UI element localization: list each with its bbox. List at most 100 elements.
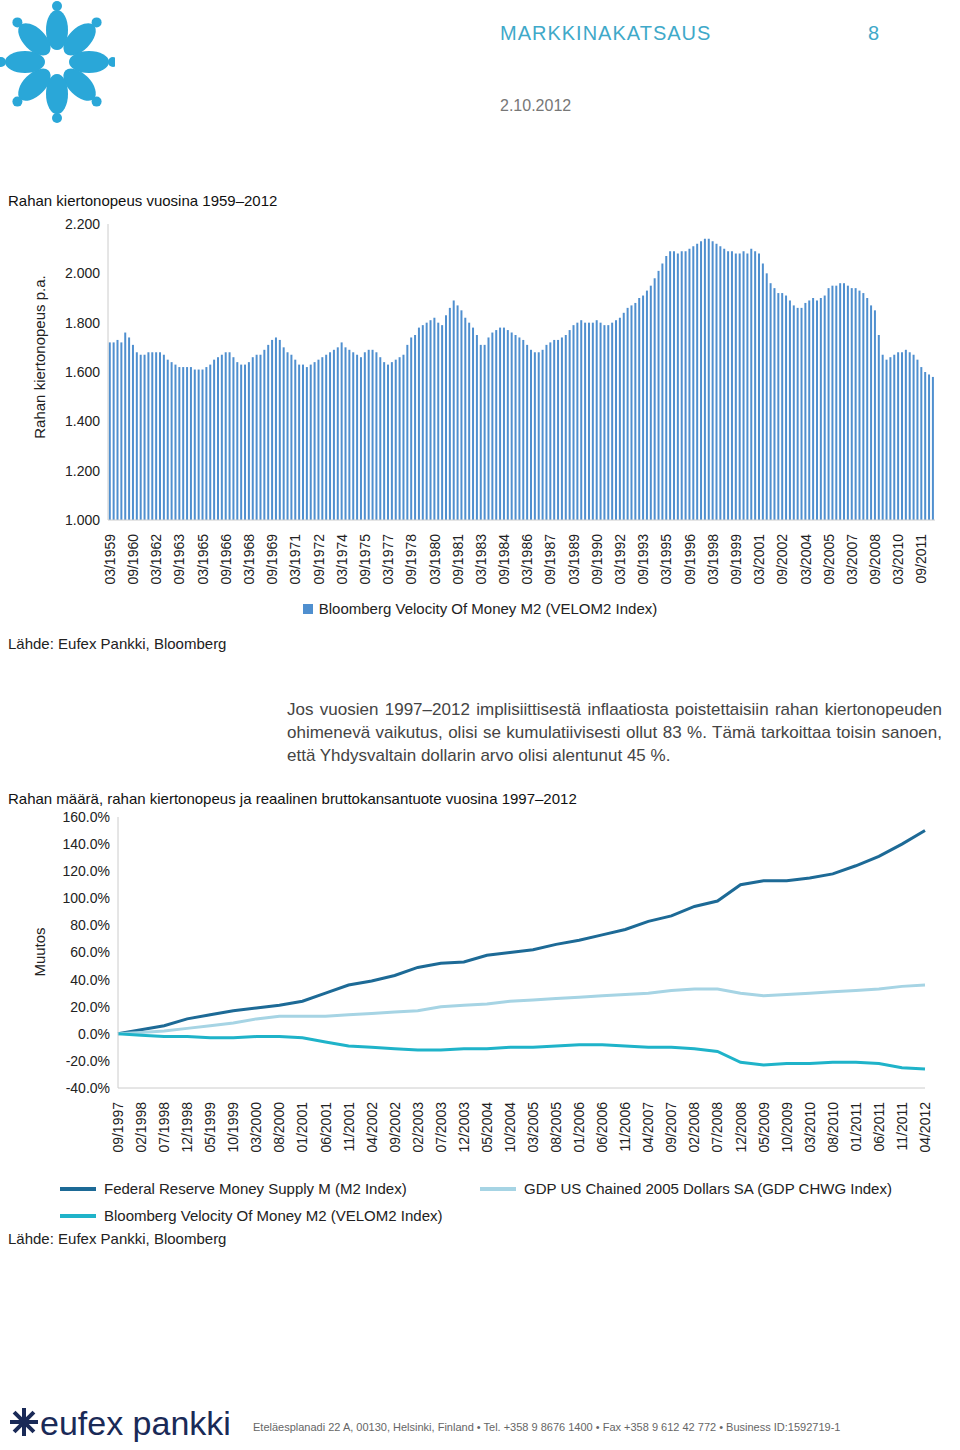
svg-text:07/2003: 07/2003 [433,1102,449,1153]
svg-text:-40.0%: -40.0% [66,1080,110,1096]
svg-text:03/2001: 03/2001 [751,534,767,585]
svg-text:09/1999: 09/1999 [728,534,744,585]
svg-text:11/2011: 11/2011 [894,1102,910,1151]
svg-text:10/2009: 10/2009 [779,1102,795,1153]
svg-text:03/1995: 03/1995 [658,534,674,585]
svg-text:11/2001: 11/2001 [341,1102,357,1152]
svg-text:06/2001: 06/2001 [318,1102,334,1153]
svg-text:1.800: 1.800 [65,315,100,331]
svg-text:160.0%: 160.0% [63,809,110,825]
svg-text:120.0%: 120.0% [63,863,110,879]
svg-text:1.200: 1.200 [65,463,100,479]
svg-text:09/1978: 09/1978 [403,534,419,585]
svg-text:1.600: 1.600 [65,364,100,380]
svg-text:09/2002: 09/2002 [774,534,790,585]
svg-text:03/1998: 03/1998 [705,534,721,585]
svg-text:09/1993: 09/1993 [635,534,651,585]
svg-text:-20.0%: -20.0% [66,1053,110,1069]
svg-text:11/2006: 11/2006 [617,1102,633,1152]
html-text:Bloomberg Velocity Of Money M2: Bloomberg Velocity Of Money M2 (VELOM2 I… [318,600,658,617]
svg-text:09/1969: 09/1969 [264,534,280,585]
svg-text:02/2003: 02/2003 [410,1102,426,1153]
svg-text:1.000: 1.000 [65,512,100,528]
svg-text:06/2011: 06/2011 [871,1102,887,1152]
svg-text:80.0%: 80.0% [70,917,110,933]
svg-text:03/1989: 03/1989 [566,534,582,585]
svg-text:04/2007: 04/2007 [640,1102,656,1153]
svg-text:09/1960: 09/1960 [125,534,141,585]
html-text:Lähde: Eufex Pankki, Bloomberg: Lähde: Eufex Pankki, Bloomberg [8,635,227,652]
svg-text:40.0%: 40.0% [70,972,110,988]
svg-text:04/2002: 04/2002 [364,1102,380,1153]
svg-text:03/2000: 03/2000 [248,1102,264,1153]
svg-text:09/1990: 09/1990 [589,534,605,585]
svg-text:60.0%: 60.0% [70,944,110,960]
html-text:Jos vuosien 1997–2012 implisii: Jos vuosien 1997–2012 implisiittisestä i… [287,700,942,765]
svg-text:03/1965: 03/1965 [195,534,211,585]
svg-text:03/1968: 03/1968 [241,534,257,585]
svg-text:12/2003: 12/2003 [456,1102,472,1153]
svg-text:09/2007: 09/2007 [663,1102,679,1153]
svg-text:05/1999: 05/1999 [202,1102,218,1153]
svg-text:08/2000: 08/2000 [271,1102,287,1153]
svg-text:2.000: 2.000 [65,265,100,281]
svg-text:10/1999: 10/1999 [225,1102,241,1153]
svg-text:10/2004: 10/2004 [502,1102,518,1153]
svg-text:09/1987: 09/1987 [542,534,558,585]
svg-text:09/1981: 09/1981 [450,534,466,585]
html-text:Muutos: Muutos [31,927,48,977]
svg-text:03/1992: 03/1992 [612,534,628,585]
svg-text:01/2006: 01/2006 [571,1102,587,1153]
svg-text:03/2010: 03/2010 [802,1102,818,1153]
svg-text:09/2008: 09/2008 [867,534,883,585]
svg-text:100.0%: 100.0% [63,890,110,906]
svg-text:01/2001: 01/2001 [294,1102,310,1153]
svg-text:03/1974: 03/1974 [334,534,350,585]
svg-text:06/2006: 06/2006 [594,1102,610,1153]
svg-text:03/1980: 03/1980 [427,534,443,585]
svg-text:140.0%: 140.0% [63,836,110,852]
svg-text:05/2009: 05/2009 [756,1102,772,1153]
svg-text:03/1983: 03/1983 [473,534,489,585]
svg-text:09/1963: 09/1963 [171,534,187,585]
svg-text:03/2007: 03/2007 [844,534,860,585]
svg-text:01/2011: 01/2011 [848,1102,864,1152]
svg-text:08/2005: 08/2005 [548,1102,564,1153]
html-text:Rahan kiertonopeus vuosina 195: Rahan kiertonopeus vuosina 1959–2012 [8,192,278,209]
svg-text:1.400: 1.400 [65,413,100,429]
svg-text:02/1998: 02/1998 [133,1102,149,1153]
svg-text:03/1986: 03/1986 [519,534,535,585]
html-text:Rahan määrä, rahan kiertonopeu: Rahan määrä, rahan kiertonopeus ja reaal… [8,790,577,807]
svg-text:09/1984: 09/1984 [496,534,512,585]
html-text:2.10.2012: 2.10.2012 [500,97,572,114]
svg-text:09/1996: 09/1996 [682,534,698,585]
svg-text:03/1959: 03/1959 [102,534,118,585]
svg-text:05/2004: 05/2004 [479,1102,495,1153]
svg-text:09/1997: 09/1997 [110,1102,126,1153]
svg-text:0.0%: 0.0% [78,1026,110,1042]
svg-text:09/1975: 09/1975 [357,534,373,585]
svg-text:20.0%: 20.0% [70,999,110,1015]
svg-text:12/2008: 12/2008 [733,1102,749,1153]
svg-text:03/2004: 03/2004 [798,534,814,585]
svg-text:03/2010: 03/2010 [890,534,906,585]
svg-text:09/2005: 09/2005 [821,534,837,585]
html-text:Rahan kiertonopeus p.a.: Rahan kiertonopeus p.a. [31,275,48,439]
svg-text:09/2011: 09/2011 [913,534,929,584]
html-text:eufex pankki: eufex pankki [40,1404,231,1442]
svg-text:03/1962: 03/1962 [148,534,164,585]
svg-text:03/2005: 03/2005 [525,1102,541,1153]
svg-text:09/1966: 09/1966 [218,534,234,585]
html-text:MARKKINAKATSAUS: MARKKINAKATSAUS [500,22,712,44]
svg-text:04/2012: 04/2012 [917,1102,933,1153]
svg-text:07/1998: 07/1998 [156,1102,172,1153]
svg-text:07/2008: 07/2008 [709,1102,725,1153]
svg-text:2.200: 2.200 [65,216,100,232]
svg-text:09/2002: 09/2002 [387,1102,403,1153]
svg-text:09/1972: 09/1972 [311,534,327,585]
svg-text:12/1998: 12/1998 [179,1102,195,1153]
svg-text:03/1971: 03/1971 [287,534,303,585]
svg-text:08/2010: 08/2010 [825,1102,841,1153]
svg-text:03/1977: 03/1977 [380,534,396,585]
svg-text:02/2008: 02/2008 [686,1102,702,1153]
